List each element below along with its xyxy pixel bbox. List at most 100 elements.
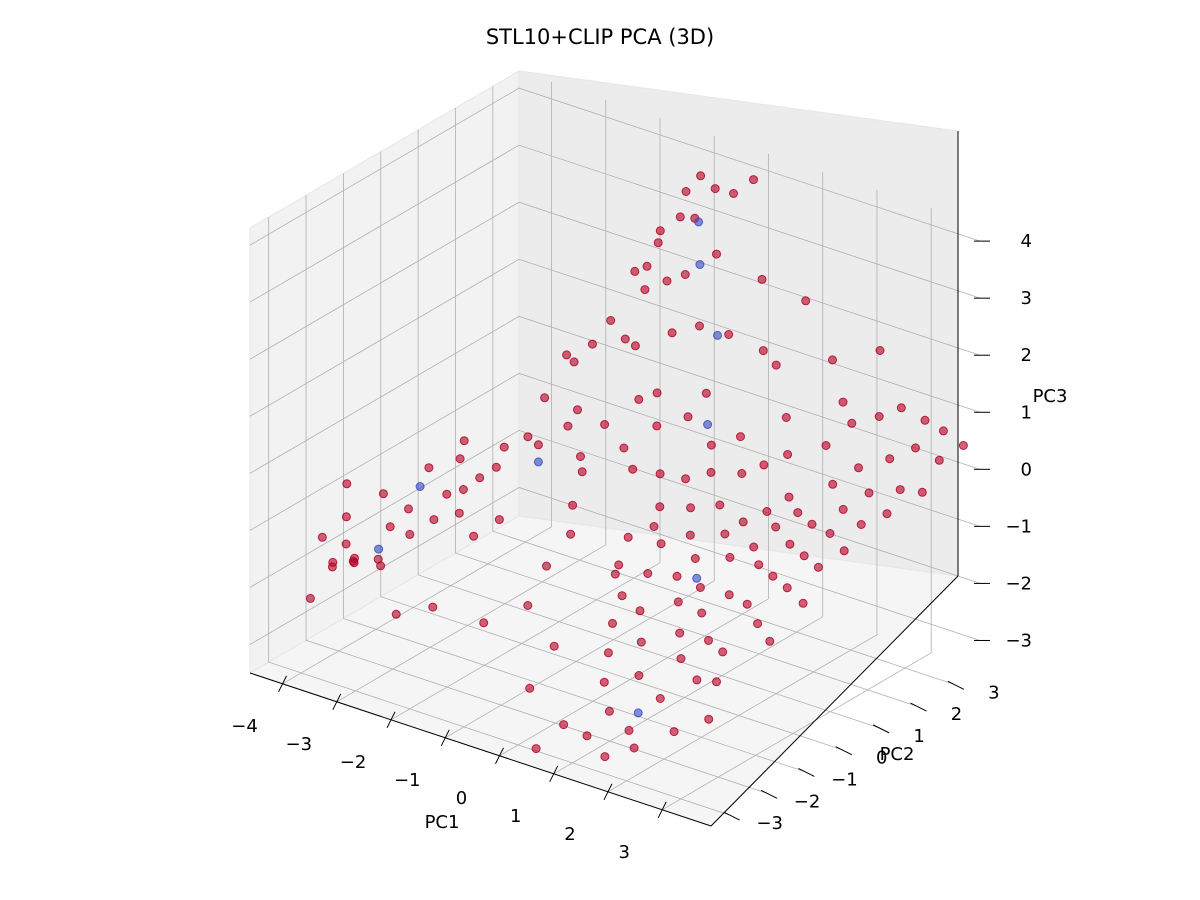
data-point-red [801,296,811,306]
data-point-red [624,725,634,735]
data-point-red [649,522,659,531]
data-point-red [652,388,662,398]
y-tick-mark [723,811,740,821]
data-point-red [349,558,359,568]
data-point-red [828,479,838,489]
z-tick-label: −1 [1005,516,1032,537]
z-tick-label: 1 [1021,402,1032,423]
data-point-red [562,350,572,360]
data-point-red [634,394,644,404]
data-point-red [768,571,778,581]
data-point-red [576,452,585,461]
x-grid-line [661,207,932,811]
data-point-red [656,539,666,549]
data-point-red [695,583,705,592]
data-point-red [523,432,533,442]
data-point-red [675,212,685,222]
z-grid-line [249,258,981,417]
data-point-red [765,636,775,646]
data-point-red [525,683,535,693]
z-grid-line [249,315,981,474]
x-grid-line [445,135,715,739]
data-point-red [782,583,792,593]
x-tick-mark [386,711,396,729]
data-point-red [475,473,485,483]
data-point-red [704,635,713,645]
data-point-red [696,171,706,181]
z-tick-label: −3 [1005,630,1032,651]
data-point-red [655,226,665,236]
data-point-red [749,542,759,552]
data-point-red [762,507,772,516]
data-point-red [754,560,764,570]
data-point-red [566,529,576,539]
data-point-red [706,467,716,477]
data-point-red [724,590,734,600]
data-point-red [469,531,479,541]
data-point-red [683,412,693,422]
data-point-red [391,609,401,619]
data-point-red [342,479,352,489]
data-point-red [729,189,738,198]
data-point-red [617,591,627,601]
data-point-red [653,238,663,248]
data-point-red [385,522,395,532]
z-tick-label: 0 [1021,459,1032,480]
data-point-red [725,552,735,562]
x-tick-label: 3 [618,842,629,863]
data-point-red [634,671,644,680]
data-point-red [771,522,781,532]
data-point-red [619,443,629,453]
data-point-red [376,561,386,571]
x-grid-line [282,81,552,685]
data-point-red [559,720,569,730]
data-point-red [958,441,968,450]
data-point-red [582,731,592,741]
data-point-blue [713,330,722,340]
data-point-red [807,519,817,529]
y-tick-label: 3 [988,682,999,703]
data-point-red [533,440,543,450]
data-point-red [655,694,665,703]
data-point-red [667,328,677,338]
data-point-red [643,569,653,578]
x-axis-label: PC1 [425,812,460,833]
data-point-red [685,530,695,540]
y-tick-label: 0 [876,748,887,769]
data-point-red [783,450,793,459]
data-point-red [793,508,803,518]
data-point-red [623,532,633,542]
data-point-red [875,346,885,355]
z-grid-line [249,87,981,246]
y-grid-line [268,217,730,816]
data-point-red [531,744,541,754]
data-point-red [785,539,795,549]
z-grid-line [249,201,981,360]
data-point-red [856,520,866,529]
y-tick-label: −3 [756,813,783,834]
x-axis-line [249,672,712,827]
data-point-red [405,529,415,539]
data-point-blue [695,260,705,269]
data-point-red [599,677,609,687]
data-point-red [628,464,638,474]
data-point-red [882,509,892,519]
y-grid-line [417,129,880,729]
data-point-red [771,360,781,370]
data-point-red [799,551,809,561]
data-point-red [697,608,707,618]
data-point-red [798,598,808,608]
data-point-red [491,462,501,472]
y-tick-mark [798,768,815,777]
data-point-red [620,334,630,344]
data-point-red [874,412,884,421]
y-tick-label: 2 [951,704,962,725]
axes-panes [248,70,960,827]
z-grid-line [249,144,981,303]
data-point-red [821,441,831,450]
data-point-red [854,463,863,473]
x-tick-label: −3 [286,734,313,755]
data-point-red [847,418,857,428]
data-point-red [549,641,559,651]
